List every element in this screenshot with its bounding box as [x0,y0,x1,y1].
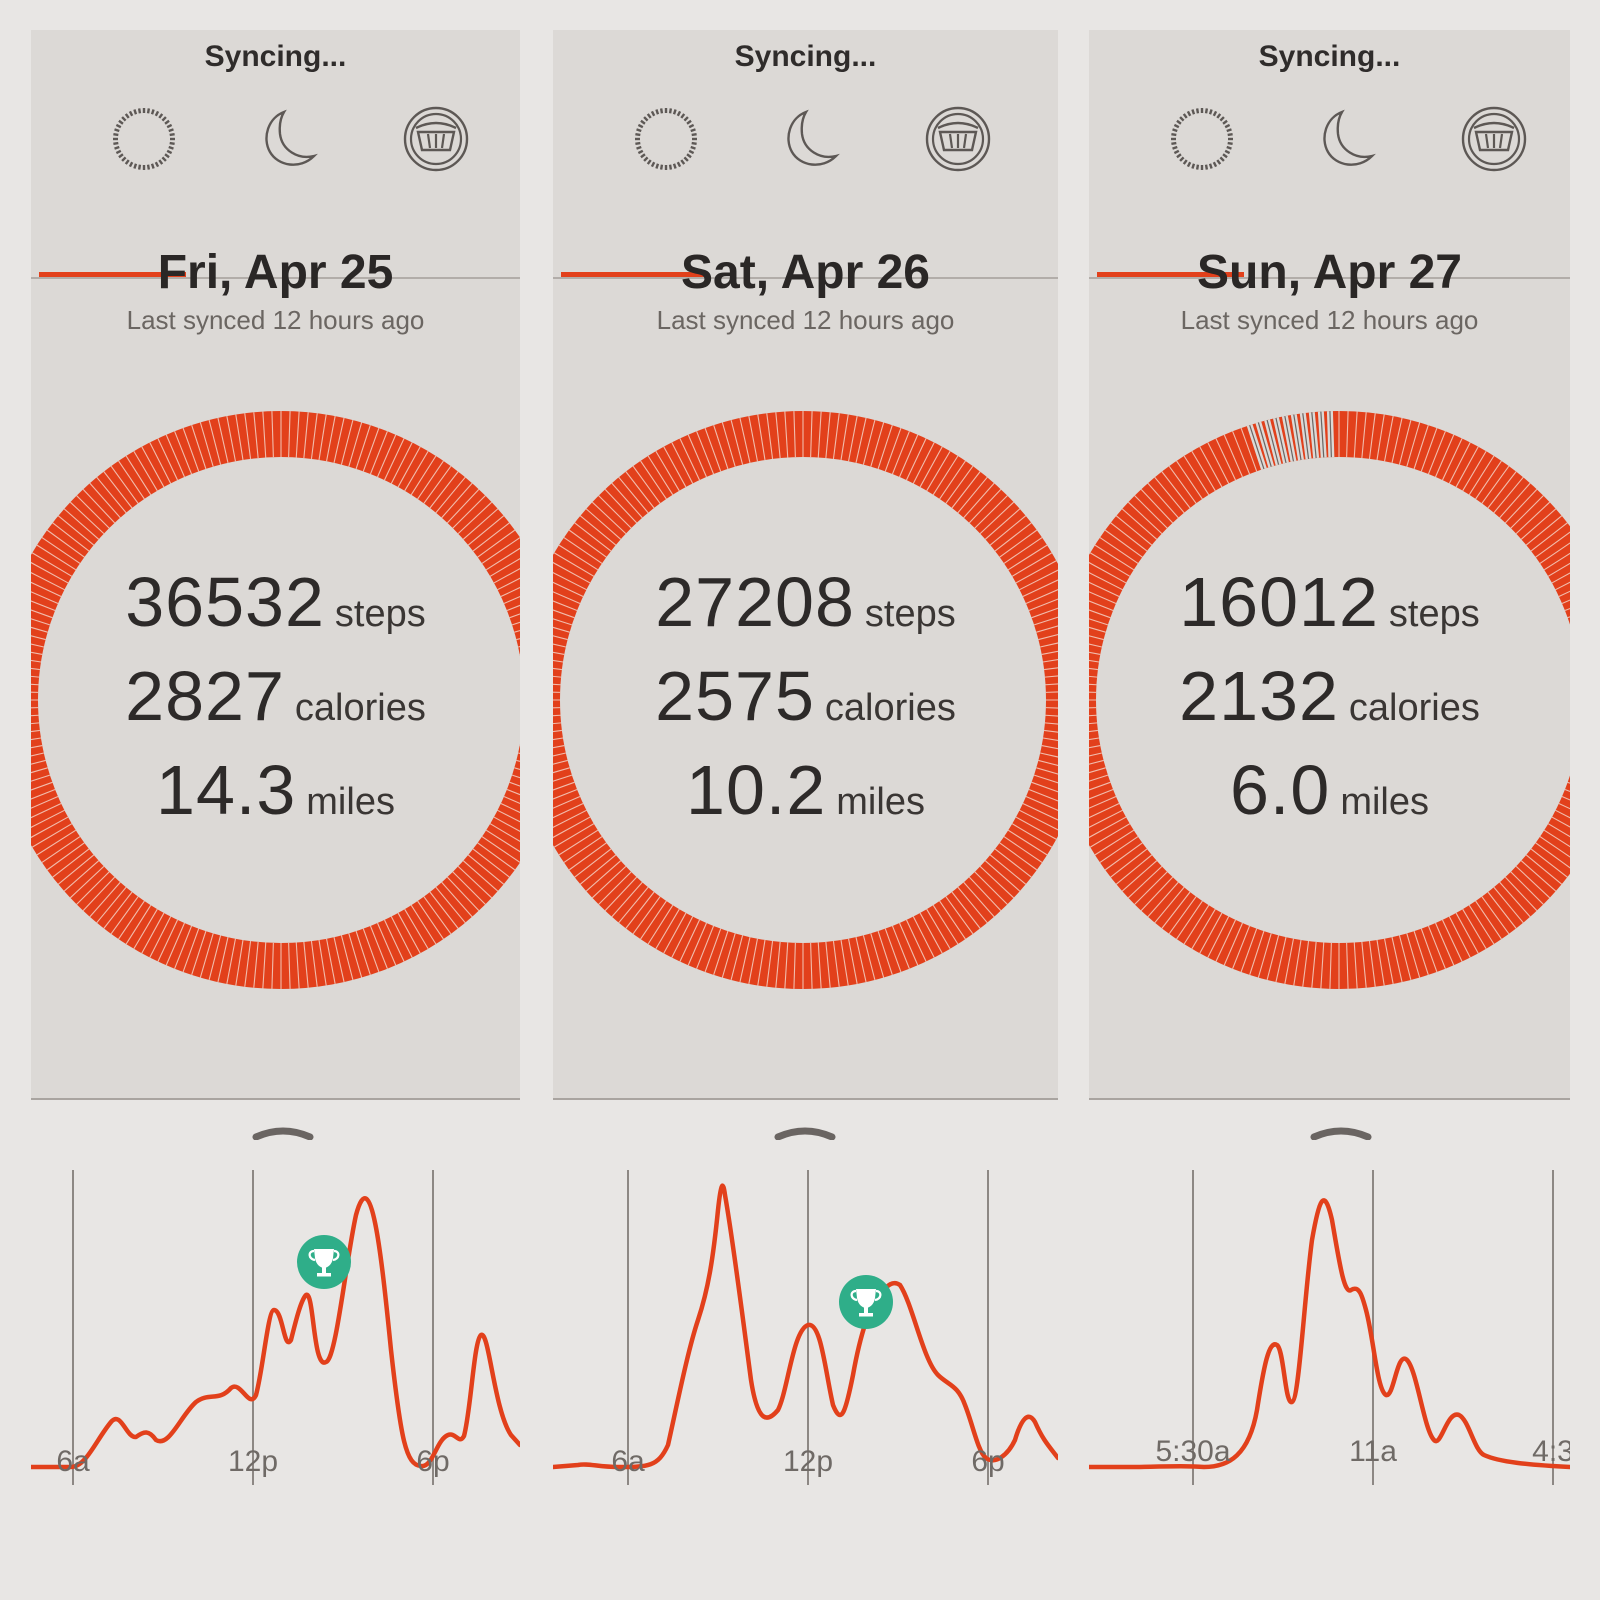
day-panel-3: Syncing... Sun, Apr 27 Last synced 12 hour… [1089,30,1570,1600]
stat-calories: 2132 calories [1089,649,1570,743]
tab-moon[interactable] [776,106,846,176]
distance-value: 10.2 [686,751,827,829]
tab-food-bowl[interactable] [401,106,471,176]
moon-icon [1312,104,1382,179]
calories-unit: calories [1348,687,1480,729]
steps-value: 16012 [1179,563,1379,641]
stat-steps: 36532 steps [31,555,520,649]
expand-handle[interactable] [252,1126,314,1141]
steps-value: 36532 [125,563,325,641]
active-tab-indicator [39,272,186,278]
x-axis-label: 12p [782,1445,834,1478]
x-axis-label: 6p [971,1445,1005,1478]
chevron-up-icon [1310,1127,1372,1141]
distance-unit: miles [1340,781,1429,823]
activity-line [1089,1198,1570,1470]
tab-divider [553,277,1058,279]
distance-value: 6.0 [1230,751,1331,829]
x-axis-label: 11a [1349,1435,1397,1468]
stat-distance: 10.2 miles [553,743,1058,837]
stats-block: 16012 steps 2132 calories 6.0 miles [1089,555,1570,837]
calories-value: 2575 [655,657,815,735]
tab-bar [553,106,1058,279]
date-title[interactable]: Sat, Apr 26 [681,246,930,299]
summary-card: Syncing... Sun, Apr 27 Last synced 12 hour… [1089,30,1570,1100]
day-panel-1: Syncing... Fri, Apr 25 Last synced 12 hour… [31,30,520,1600]
stat-distance: 6.0 miles [1089,743,1570,837]
active-tab-indicator [561,272,708,278]
summary-card: Syncing... Fri, Apr 25 Last synced 12 hour… [31,30,520,1100]
sync-status: Syncing... [734,40,877,73]
activity-line [553,1183,1058,1470]
goal-progress-ring [1089,411,1570,989]
last-synced-text: Last synced 12 hours ago [656,305,955,335]
chevron-up-icon [252,1127,314,1141]
tab-activity-ring[interactable] [631,106,701,176]
moon-icon [254,104,324,179]
calories-unit: calories [294,687,426,729]
x-axis-label: 6p [416,1445,450,1478]
steps-unit: steps [334,593,426,635]
tab-bar [1089,106,1570,279]
x-axis-label: 12p [227,1445,279,1478]
moon-icon [776,104,846,179]
activity-graph [1089,1170,1570,1485]
tab-activity-ring[interactable] [109,106,179,176]
activity-ring-icon [109,104,179,179]
steps-unit: steps [864,593,956,635]
calories-unit: calories [824,687,956,729]
trophy-icon[interactable] [838,1274,894,1330]
activity-line [31,1196,520,1470]
food-bowl-icon [1459,104,1529,179]
goal-progress-ring [553,411,1058,989]
x-axis-label: 6a [56,1445,90,1478]
expand-handle[interactable] [774,1126,836,1141]
tab-activity-ring[interactable] [1167,106,1237,176]
tab-divider [1089,277,1570,279]
activity-ring-icon [631,104,701,179]
expand-handle[interactable] [1310,1126,1372,1141]
tab-food-bowl[interactable] [1459,106,1529,176]
activity-graph [553,1170,1058,1485]
distance-value: 14.3 [156,751,297,829]
chevron-up-icon [774,1127,836,1141]
sync-status: Syncing... [1258,40,1401,73]
stat-steps: 27208 steps [553,555,1058,649]
x-axis-label: 6a [611,1445,645,1478]
stat-distance: 14.3 miles [31,743,520,837]
date-title[interactable]: Fri, Apr 25 [157,246,394,299]
active-tab-indicator [1097,272,1244,278]
tab-food-bowl[interactable] [923,106,993,176]
tab-moon[interactable] [254,106,324,176]
stat-calories: 2575 calories [553,649,1058,743]
distance-unit: miles [306,781,395,823]
x-axis-label: 4:3 [1532,1435,1570,1468]
tab-bar [31,106,520,279]
tab-divider [31,277,520,279]
activity-ring-icon [1167,104,1237,179]
calories-value: 2827 [125,657,285,735]
calories-value: 2132 [1179,657,1339,735]
last-synced-text: Last synced 12 hours ago [1180,305,1479,335]
day-panel-2: Syncing... Sat, Apr 26 Last synced 12 hour… [553,30,1058,1600]
summary-card: Syncing... Sat, Apr 26 Last synced 12 hour… [553,30,1058,1100]
stats-block: 27208 steps 2575 calories 10.2 miles [553,555,1058,837]
last-synced-text: Last synced 12 hours ago [126,305,425,335]
trophy-icon[interactable] [296,1234,352,1290]
food-bowl-icon [923,104,993,179]
stat-calories: 2827 calories [31,649,520,743]
food-bowl-icon [401,104,471,179]
sync-status: Syncing... [204,40,347,73]
stat-steps: 16012 steps [1089,555,1570,649]
activity-graph [31,1170,520,1485]
goal-progress-ring [31,411,520,989]
x-axis-label: 5:30a [1155,1435,1231,1468]
distance-unit: miles [836,781,925,823]
steps-value: 27208 [655,563,855,641]
date-title[interactable]: Sun, Apr 27 [1197,246,1462,299]
steps-unit: steps [1388,593,1480,635]
stats-block: 36532 steps 2827 calories 14.3 miles [31,555,520,837]
tab-moon[interactable] [1312,106,1382,176]
